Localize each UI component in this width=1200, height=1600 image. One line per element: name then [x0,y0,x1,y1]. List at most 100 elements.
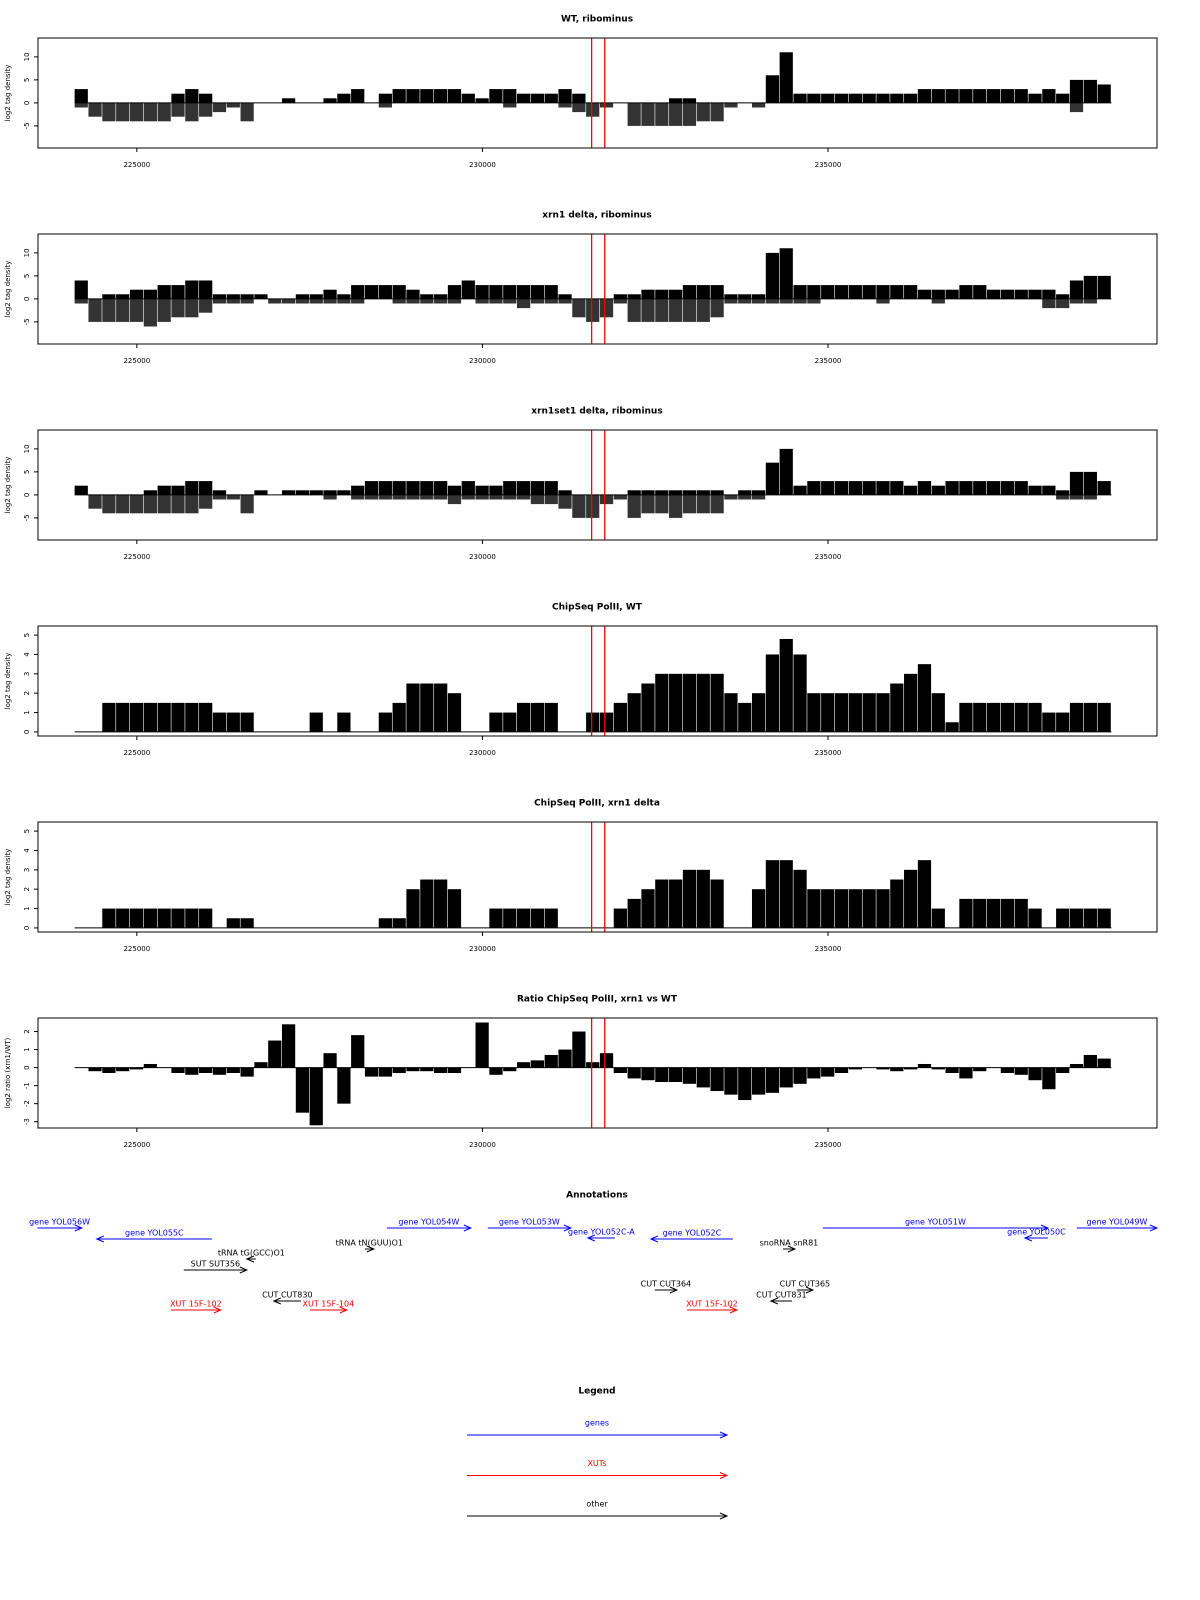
bar [116,1067,130,1072]
bar [627,298,641,322]
feature-label: CUT CUT365 [780,1280,830,1289]
bar [904,93,918,103]
bar [143,908,157,928]
bar [627,490,641,495]
feature-arrow [1076,1224,1159,1232]
bar [1042,89,1056,103]
bar [904,1067,918,1070]
bar [434,294,448,299]
bar [199,1067,213,1073]
bar [931,289,945,299]
bar [171,285,185,299]
bar [240,102,254,122]
bar [848,285,862,299]
bar [392,89,406,103]
plot-frame [37,625,1158,737]
bar [655,673,669,732]
x-tick-label: 235000 [815,357,842,365]
bar [627,102,641,126]
bar [102,294,116,299]
bar [129,702,144,732]
bar [489,908,503,928]
bar [544,93,558,103]
bar [129,289,144,299]
bar [351,285,365,299]
bar [945,1067,959,1073]
bar [88,1067,102,1072]
bar [945,481,959,495]
feature-arrow [782,1245,797,1253]
bar [655,289,669,299]
bar [1014,481,1028,495]
bar [364,1067,379,1077]
bar [945,289,959,299]
bar [1056,494,1070,500]
plot-frame [37,37,1158,149]
bar [240,712,254,732]
bar [669,298,683,322]
bar [613,494,627,500]
bar [765,1067,780,1093]
feature-arrow [245,1255,256,1263]
bar [461,93,475,103]
feature-label: gene YOL052C-A [568,1228,635,1237]
x-tick-label: 235000 [815,945,842,953]
bar [765,462,780,495]
bar [655,102,669,126]
bar [516,285,531,299]
bar [420,683,434,732]
y-tick-label: 10 [23,444,31,453]
bar [143,289,157,299]
bar [1056,1067,1070,1073]
bar [116,298,130,322]
bar [378,102,392,108]
bar [281,98,296,103]
bar [157,298,171,322]
x-tick-label: 225000 [123,749,150,757]
bar [420,89,434,103]
bar [1083,908,1097,928]
bar [710,673,724,732]
bar [807,693,821,732]
bar [765,252,780,299]
bar [364,481,379,495]
bar [129,1067,144,1070]
bar [1083,494,1097,500]
bar [890,93,904,103]
bar [199,494,213,509]
bar [74,485,88,495]
bar [793,654,807,732]
chart-title: ChipSeq PolII, WT [552,603,643,613]
bar [74,89,88,103]
bar [254,490,268,495]
bar [1056,93,1070,103]
bar [1014,89,1028,103]
bar [558,102,572,108]
bar [945,89,959,103]
feature-arrow [822,1224,1050,1232]
bar [613,702,627,732]
bar [724,494,738,500]
annotations-title: Annotations [566,1191,628,1201]
chart-title: xrn1 delta, ribominus [542,211,651,221]
bar [807,285,821,299]
bar [669,1067,683,1083]
bar [876,889,890,928]
bar [558,294,572,299]
bar [1042,485,1056,495]
plot-frame [37,1017,1158,1129]
bar [1014,1067,1028,1075]
bar [807,1067,821,1079]
bar [516,1062,531,1068]
bar [337,1067,351,1104]
bar [821,481,835,495]
bar [917,1063,932,1068]
bar [765,75,780,103]
bar [281,490,296,495]
bar [793,1067,807,1084]
bar [1028,93,1042,103]
feature-label: gene YOL051W [905,1218,966,1227]
bar [931,693,945,732]
feature-arrow [796,1286,815,1294]
bar [447,285,462,299]
